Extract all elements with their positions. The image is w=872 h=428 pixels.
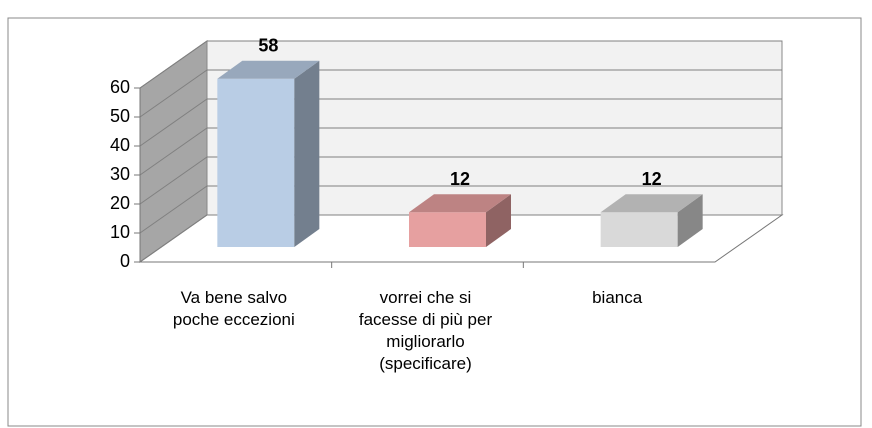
data-label: 58 xyxy=(258,36,278,56)
grid-line xyxy=(139,156,782,205)
bar-face xyxy=(409,194,511,213)
y-tick-label: 10 xyxy=(110,222,130,242)
bar-face xyxy=(409,212,486,247)
grid-line xyxy=(139,127,782,176)
grid-line xyxy=(139,40,782,89)
bar-face xyxy=(486,194,511,247)
grid-line xyxy=(139,69,782,118)
grid-line xyxy=(139,98,782,147)
bar-face xyxy=(294,60,320,247)
bar-face xyxy=(600,194,703,213)
bar xyxy=(217,60,320,247)
grid-line xyxy=(139,214,782,263)
y-tick-label: 50 xyxy=(110,106,130,126)
y-tick-label: 20 xyxy=(110,193,130,213)
x-tick-label: Va bene salvo poche eccezioni xyxy=(172,288,295,329)
bar xyxy=(600,194,703,247)
y-tick-label: 60 xyxy=(110,77,130,97)
y-tick-label: 0 xyxy=(120,251,130,271)
bar-face xyxy=(217,60,320,79)
x-tick-label: vorrei che si facesse di più per miglior… xyxy=(358,288,493,373)
y-tick-label: 40 xyxy=(110,135,130,155)
bar-face xyxy=(600,212,678,247)
data-label: 12 xyxy=(642,169,662,189)
grid-line xyxy=(139,185,782,234)
bar xyxy=(409,194,511,247)
bar-face xyxy=(677,194,703,247)
bar-face xyxy=(217,78,295,247)
y-tick-label: 30 xyxy=(110,164,130,184)
data-label: 12 xyxy=(450,169,470,189)
x-tick-label: bianca xyxy=(592,288,643,307)
